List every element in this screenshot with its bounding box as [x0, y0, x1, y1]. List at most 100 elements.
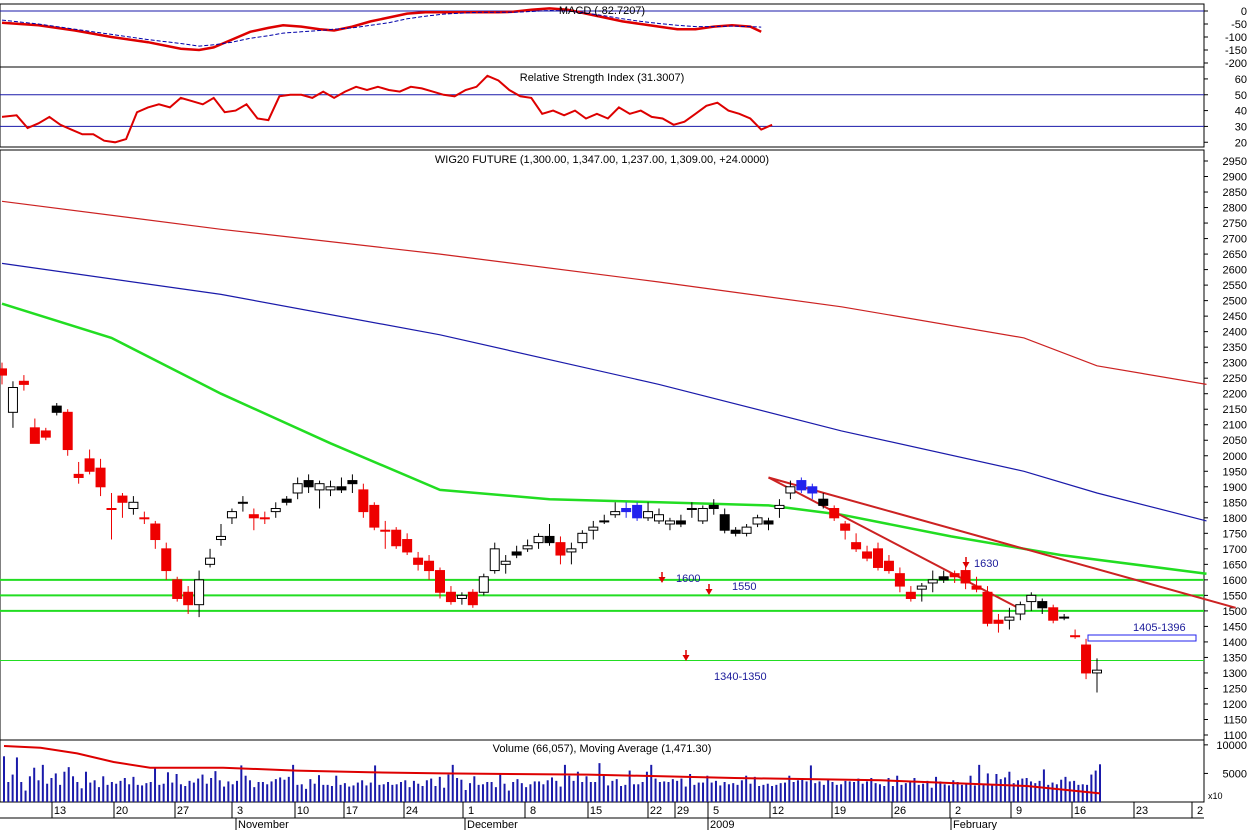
date-tick-label: 27	[177, 805, 189, 817]
candle	[270, 502, 281, 518]
annotation-label: 1550	[732, 581, 756, 593]
annotation-arrow-head	[705, 589, 713, 595]
candle	[29, 418, 40, 444]
candle-body	[358, 489, 369, 513]
candle-body	[905, 591, 916, 599]
macd-axis-tick-label: -200	[1225, 58, 1247, 70]
candle-body	[467, 591, 478, 606]
candle-body	[478, 576, 489, 593]
candle	[1015, 601, 1026, 621]
candle	[577, 530, 588, 549]
candle	[62, 409, 73, 456]
macd-axis-tick-label: -50	[1231, 19, 1247, 31]
candle-body	[982, 591, 993, 624]
candle	[511, 545, 522, 559]
candle-body	[741, 526, 752, 534]
candle	[226, 508, 237, 525]
candle	[358, 483, 369, 518]
candle	[982, 586, 993, 627]
candle	[916, 582, 927, 602]
volume-axis-tick-label: 10000	[1216, 740, 1247, 752]
candle	[292, 477, 303, 500]
trend-line	[768, 476, 1236, 609]
candle	[456, 592, 467, 605]
macd-title: MACD (-82.7207)	[559, 5, 645, 17]
candle-body	[226, 511, 237, 519]
volume-moving-average	[3, 745, 1101, 795]
candle	[336, 477, 347, 493]
candle	[807, 483, 818, 500]
candle	[489, 542, 500, 574]
candle-body	[697, 508, 708, 522]
price-axis-tick-label: 2400	[1223, 327, 1247, 339]
candle	[708, 499, 719, 515]
candle	[1081, 638, 1092, 680]
candle	[643, 502, 654, 521]
candle-body	[1004, 616, 1015, 621]
candle	[818, 492, 829, 509]
candle-body	[511, 551, 522, 556]
candle-body	[566, 548, 577, 553]
candle	[588, 520, 599, 540]
rsi-title: Relative Strength Index (31.3007)	[520, 72, 685, 84]
candle	[380, 520, 391, 549]
candle-body	[960, 570, 971, 584]
candle	[752, 514, 763, 528]
price-axis-tick-label: 1850	[1223, 497, 1247, 509]
price-axis-tick-label: 1800	[1223, 513, 1247, 525]
candle	[1092, 658, 1102, 693]
candle	[763, 517, 774, 531]
candle-body	[829, 508, 840, 519]
date-tick-label: 1	[468, 805, 474, 817]
rsi-pane	[0, 66, 1205, 148]
date-tick-label: 16	[1074, 805, 1086, 817]
price-axis-tick-label: 2350	[1223, 342, 1247, 354]
price-axis-tick-label: 1500	[1223, 606, 1247, 618]
candle-body	[380, 529, 391, 532]
annotation-label: 1340-1350	[714, 671, 767, 683]
candle-body	[916, 585, 927, 590]
candle-body	[1092, 669, 1102, 674]
candle-body	[270, 508, 281, 513]
candle-body	[237, 501, 248, 504]
candle-body	[62, 411, 73, 451]
date-tick-label: 9	[1016, 805, 1022, 817]
candle	[424, 555, 435, 580]
price-axis-tick-label: 2450	[1223, 311, 1247, 323]
price-axis-tick-label: 1300	[1223, 668, 1247, 680]
candle-body	[29, 427, 40, 444]
candle	[664, 517, 675, 531]
candle	[1059, 613, 1070, 621]
candle-body	[1015, 604, 1026, 615]
price-axis-tick-label: 1700	[1223, 544, 1247, 556]
price-axis-tick-label: 1450	[1223, 621, 1247, 633]
candle-body	[938, 576, 949, 581]
candle	[719, 508, 730, 534]
candle	[128, 496, 139, 515]
candle	[7, 381, 18, 428]
candle	[1037, 598, 1048, 614]
candle	[161, 542, 172, 580]
candle-body	[927, 579, 938, 584]
candle-body	[719, 514, 730, 531]
price-axis-tick-label: 1650	[1223, 559, 1247, 571]
candle-body	[883, 560, 894, 572]
candle	[413, 551, 424, 571]
date-tick-label: 8	[530, 805, 536, 817]
candle-body	[216, 535, 226, 541]
macd-layer: 0-50-100-150-200	[0, 6, 1247, 70]
candle-body	[752, 517, 763, 525]
candle	[851, 533, 862, 552]
trend-line	[768, 476, 1025, 612]
candle-body	[807, 486, 818, 494]
candle	[796, 477, 807, 493]
candle	[774, 499, 785, 518]
month-label: 2009	[710, 819, 734, 830]
candle	[741, 524, 752, 537]
candle	[927, 570, 938, 593]
candle-body	[325, 486, 336, 491]
annotation-arrow-head	[682, 655, 690, 661]
price-axis-tick-label: 1250	[1223, 683, 1247, 695]
candle-body	[840, 523, 851, 531]
date-tick-label: 12	[772, 805, 784, 817]
